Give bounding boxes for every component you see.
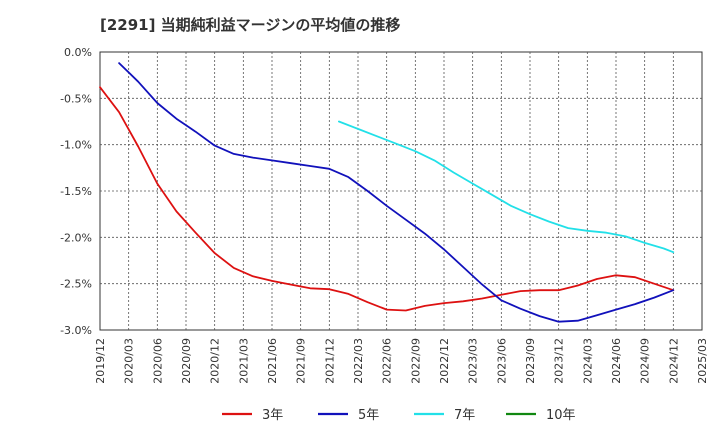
- series-line-1: [118, 62, 675, 323]
- x-tick-label: 2023/03: [467, 338, 480, 384]
- axis-layer: 0.0% -0.5% -1.0% -1.5% -2.0% -2.5% -3.0%2019/1…: [60, 46, 709, 384]
- x-tick-label: 2020/03: [123, 338, 136, 384]
- x-tick-label: 2022/12: [438, 338, 451, 384]
- x-tick-label: 2021/09: [295, 338, 308, 384]
- legend-label-3: 10年: [546, 408, 576, 423]
- y-tick-label: 0.0%: [64, 46, 92, 59]
- x-tick-label: 2024/09: [639, 338, 652, 384]
- x-tick-label: 2024/03: [581, 338, 594, 384]
- x-tick-label: 2021/06: [266, 338, 279, 384]
- x-tick-label: 2020/06: [151, 338, 164, 384]
- legend-label-2: 7年: [454, 408, 475, 423]
- grid-layer: [99, 51, 703, 331]
- y-tick-label: -2.5%: [60, 278, 92, 291]
- y-tick-label: -3.0%: [60, 324, 92, 337]
- x-tick-label: 2022/06: [381, 338, 394, 384]
- legend-label-1: 5年: [358, 408, 379, 423]
- series-layer: [99, 62, 675, 323]
- x-tick-label: 2020/09: [180, 338, 193, 384]
- y-tick-label: -2.0%: [60, 231, 92, 244]
- x-tick-label: 2020/12: [209, 338, 222, 384]
- x-tick-label: 2021/12: [323, 338, 336, 384]
- x-tick-label: 2025/03: [696, 338, 709, 384]
- series-line-0: [99, 86, 675, 312]
- chart-title: [2291] 当期純利益マージンの平均値の推移: [100, 16, 401, 34]
- x-tick-label: 2024/06: [610, 338, 623, 384]
- series-line-2: [338, 120, 675, 254]
- y-tick-label: -1.0%: [60, 139, 92, 152]
- x-tick-label: 2019/12: [94, 338, 107, 384]
- legend-label-0: 3年: [262, 408, 283, 423]
- y-tick-label: -1.5%: [60, 185, 92, 198]
- x-tick-label: 2022/03: [352, 338, 365, 384]
- x-tick-label: 2024/12: [667, 338, 680, 384]
- x-tick-label: 2023/12: [553, 338, 566, 384]
- x-tick-label: 2023/06: [495, 338, 508, 384]
- x-tick-label: 2022/09: [409, 338, 422, 384]
- legend-layer: 3年 5年 7年 10年: [222, 408, 576, 423]
- x-tick-label: 2023/09: [524, 338, 537, 384]
- y-tick-label: -0.5%: [60, 92, 92, 105]
- x-tick-label: 2021/03: [237, 338, 250, 384]
